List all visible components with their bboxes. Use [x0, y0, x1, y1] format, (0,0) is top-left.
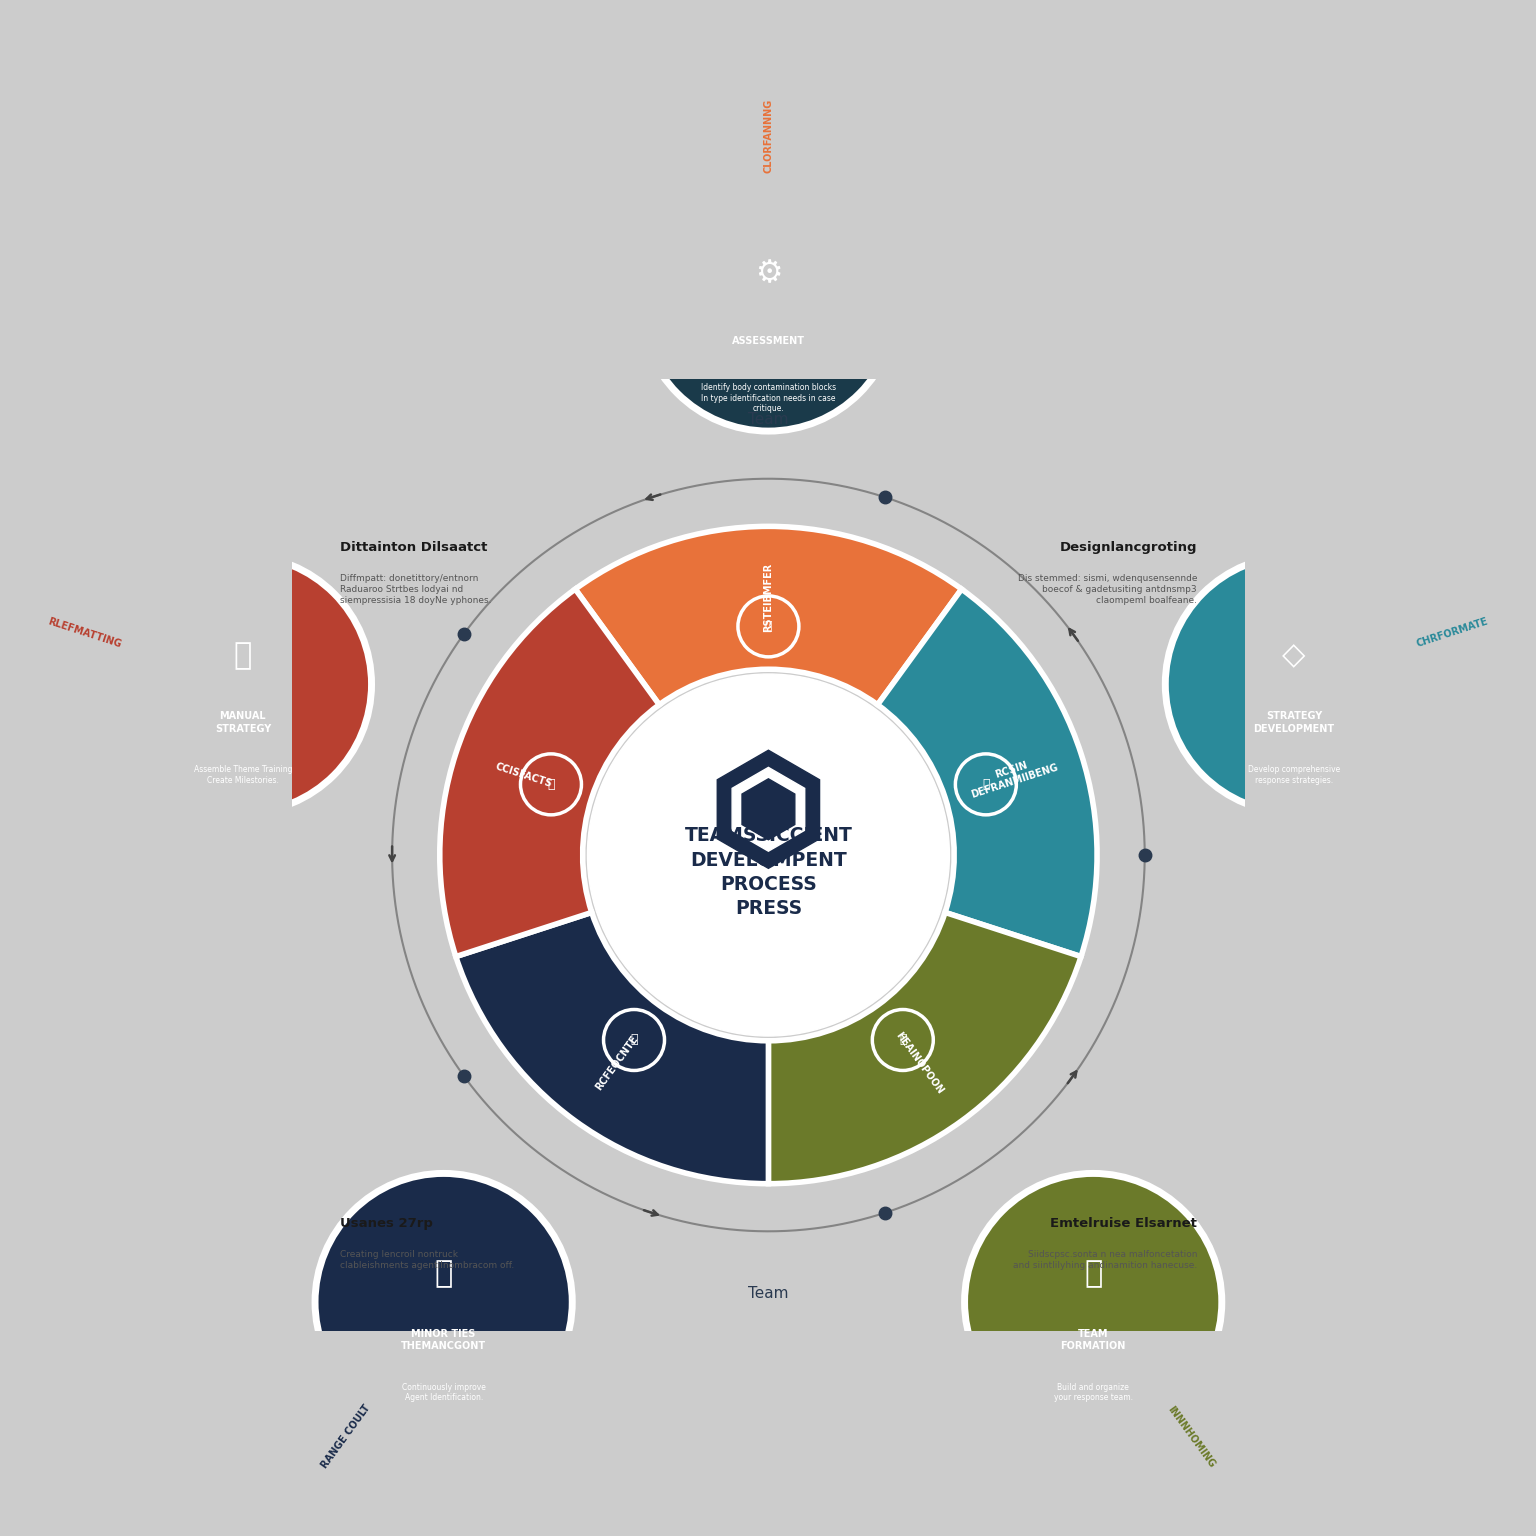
Text: Creating lencroil nontruck
clableishments agentilnombracom off.: Creating lencroil nontruck clableishment…: [339, 1250, 515, 1270]
Text: RSTEIBMFER: RSTEIBMFER: [763, 564, 774, 633]
Text: CCISFACTS: CCISFACTS: [495, 762, 553, 790]
Text: 📦: 📦: [233, 641, 252, 670]
Text: Build and organize
your response team.: Build and organize your response team.: [1054, 1382, 1132, 1402]
Circle shape: [965, 1174, 1221, 1430]
Text: INNNHOMING: INNNHOMING: [1166, 1404, 1217, 1470]
Circle shape: [737, 596, 799, 657]
Text: Diffmpatt: donetittory/entnorn
Raduaroo Strtbes lodyai nd
siempressisia 18 doyNe: Diffmpatt: donetittory/entnorn Raduaroo …: [339, 574, 492, 605]
Wedge shape: [768, 912, 1081, 1184]
Text: ASSESSMENT: ASSESSMENT: [733, 335, 805, 346]
Text: CLORFANNNG: CLORFANNNG: [763, 98, 774, 174]
Circle shape: [521, 754, 582, 816]
Text: 📋: 📋: [899, 1034, 906, 1046]
Polygon shape: [717, 750, 820, 868]
Text: 📋: 📋: [547, 777, 554, 791]
Text: Develop comprehensive
response strategies.: Develop comprehensive response strategie…: [1247, 765, 1339, 785]
Circle shape: [641, 174, 897, 432]
Text: CHRFORMATE: CHRFORMATE: [1415, 616, 1490, 650]
Wedge shape: [439, 590, 659, 957]
Circle shape: [955, 754, 1017, 816]
Text: 🛡: 🛡: [435, 1260, 453, 1289]
Text: RCSIN
DEFRANMIIBENG: RCSIN DEFRANMIIBENG: [966, 751, 1060, 800]
Circle shape: [315, 1174, 573, 1430]
Text: TEAM
FORMATION: TEAM FORMATION: [1060, 1329, 1126, 1352]
Wedge shape: [456, 912, 768, 1184]
Text: RLEFMATTING: RLEFMATTING: [46, 616, 123, 650]
Text: RCFEOCNTE: RCFEOCNTE: [594, 1034, 641, 1092]
Text: 📋: 📋: [982, 777, 989, 791]
Circle shape: [872, 1009, 934, 1071]
Text: RANGE COULT: RANGE COULT: [319, 1404, 372, 1470]
Text: Siidscpsc.sonta n nea malfoncetation
and siintlilyhing andinamition hanecuse.: Siidscpsc.sonta n nea malfoncetation and…: [1012, 1250, 1197, 1270]
Text: MINOR TIES
THEMANCGONT: MINOR TIES THEMANCGONT: [401, 1329, 487, 1352]
Text: Assemble Theme Training
Create Milestories.: Assemble Theme Training Create Milestori…: [194, 765, 292, 785]
Text: Dittainton Dilsaatct: Dittainton Dilsaatct: [339, 541, 487, 553]
Wedge shape: [877, 590, 1097, 957]
Polygon shape: [742, 779, 794, 840]
Text: STRATEGY
DEVELOPMENT: STRATEGY DEVELOPMENT: [1253, 711, 1335, 734]
Text: 📋: 📋: [630, 1034, 637, 1046]
Circle shape: [1166, 556, 1422, 813]
Text: TEAMSSICCIENT
DEVELOMPENT
PROCESS
PRESS: TEAMSSICCIENT DEVELOMPENT PROCESS PRESS: [685, 826, 852, 919]
Text: Designlancgroting: Designlancgroting: [1060, 541, 1197, 553]
Circle shape: [604, 1009, 665, 1071]
Text: ◇: ◇: [1283, 641, 1306, 670]
Circle shape: [587, 674, 949, 1035]
Text: HEAINOPOON: HEAINOPOON: [894, 1031, 945, 1095]
Text: Usanes 27rp: Usanes 27rp: [339, 1217, 433, 1230]
Text: Team: Team: [748, 412, 788, 427]
Text: Dis stemmed: sismi, wdenqusensennde
boecof & gadetusiting antdnsmp3
claompeml bo: Dis stemmed: sismi, wdenqusensennde boec…: [1018, 574, 1197, 605]
Text: 🔔: 🔔: [765, 621, 773, 633]
Polygon shape: [733, 768, 805, 851]
Text: Continuously improve
Agent Identification.: Continuously improve Agent Identificatio…: [402, 1382, 485, 1402]
Text: Team: Team: [748, 1286, 788, 1301]
Text: Emtelruise Elsarnet: Emtelruise Elsarnet: [1051, 1217, 1197, 1230]
Text: MANUAL
STRATEGY: MANUAL STRATEGY: [215, 711, 270, 734]
Text: Identify body contamination blocks
In type identification needs in case
critique: Identify body contamination blocks In ty…: [700, 384, 836, 413]
Circle shape: [114, 556, 372, 813]
Wedge shape: [576, 527, 962, 705]
Text: ⚙: ⚙: [754, 260, 782, 289]
Text: 📋: 📋: [1084, 1260, 1103, 1289]
